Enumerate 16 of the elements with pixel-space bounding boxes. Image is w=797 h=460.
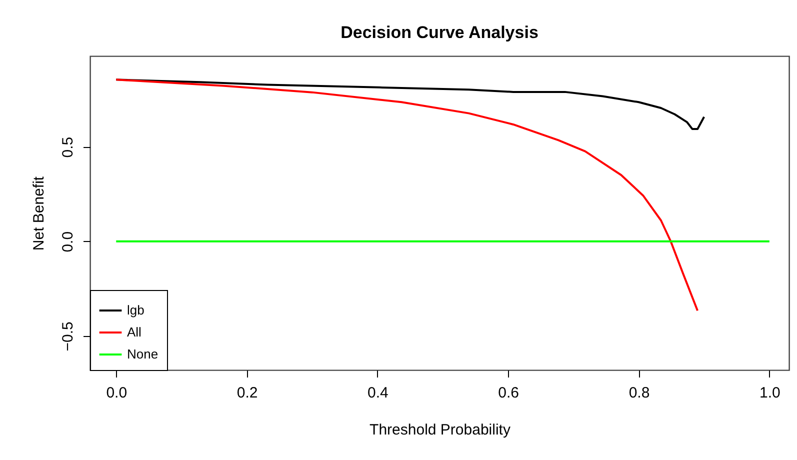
chart-title: Decision Curve Analysis (340, 23, 538, 42)
x-tick-label: 0.4 (368, 384, 388, 402)
x-tick-label: 0.6 (498, 384, 520, 402)
y-tick-label: −0.5 (60, 322, 76, 352)
x-tick-label: 0.0 (106, 384, 128, 402)
x-tick-label: 0.2 (236, 384, 258, 402)
legend-label: None (127, 346, 158, 362)
y-axis-title: Net Benefit (30, 176, 48, 251)
legend-label: All (127, 324, 142, 340)
line-series (115, 78, 706, 130)
legend-label: lgb (127, 302, 144, 318)
x-tick-label: 1.0 (759, 384, 780, 402)
y-tick-label: 0.0 (60, 231, 76, 252)
x-tick-label: 0.8 (628, 384, 650, 402)
y-tick-label: 0.5 (60, 136, 76, 158)
x-axis-title: Threshold Probability (370, 422, 511, 438)
